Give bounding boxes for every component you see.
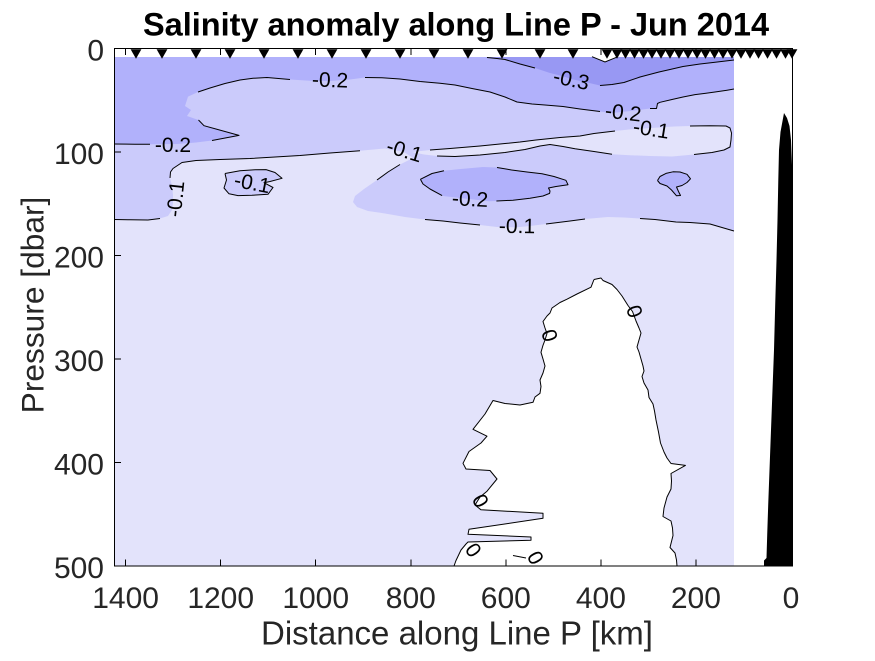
svg-text:-0.1: -0.1 [499, 215, 536, 239]
svg-text:1200: 1200 [187, 582, 254, 615]
svg-text:100: 100 [54, 138, 104, 171]
svg-text:400: 400 [576, 582, 626, 615]
svg-text:600: 600 [481, 582, 531, 615]
svg-text:-0.2: -0.2 [155, 134, 191, 157]
svg-text:500: 500 [54, 552, 104, 585]
svg-text:-0.2: -0.2 [604, 99, 643, 126]
svg-text:Pressure [dbar]: Pressure [dbar] [15, 197, 51, 414]
svg-text:-0.1: -0.1 [631, 115, 670, 143]
svg-text:-0.2: -0.2 [451, 187, 488, 212]
svg-text:800: 800 [386, 582, 436, 615]
svg-text:300: 300 [54, 345, 104, 378]
svg-text:0: 0 [783, 582, 800, 615]
svg-text:0: 0 [87, 35, 104, 68]
svg-text:-0.2: -0.2 [312, 68, 349, 92]
svg-text:Distance along Line P [km]: Distance along Line P [km] [261, 615, 653, 652]
svg-text:1000: 1000 [282, 582, 349, 615]
svg-text:200: 200 [54, 242, 104, 275]
svg-text:200: 200 [671, 582, 721, 615]
svg-text:Salinity anomaly along Line P: Salinity anomaly along Line P - Jun 2014 [143, 7, 769, 43]
svg-text:-0.1: -0.1 [163, 180, 190, 218]
svg-text:400: 400 [54, 449, 104, 482]
svg-text:1400: 1400 [92, 582, 159, 615]
